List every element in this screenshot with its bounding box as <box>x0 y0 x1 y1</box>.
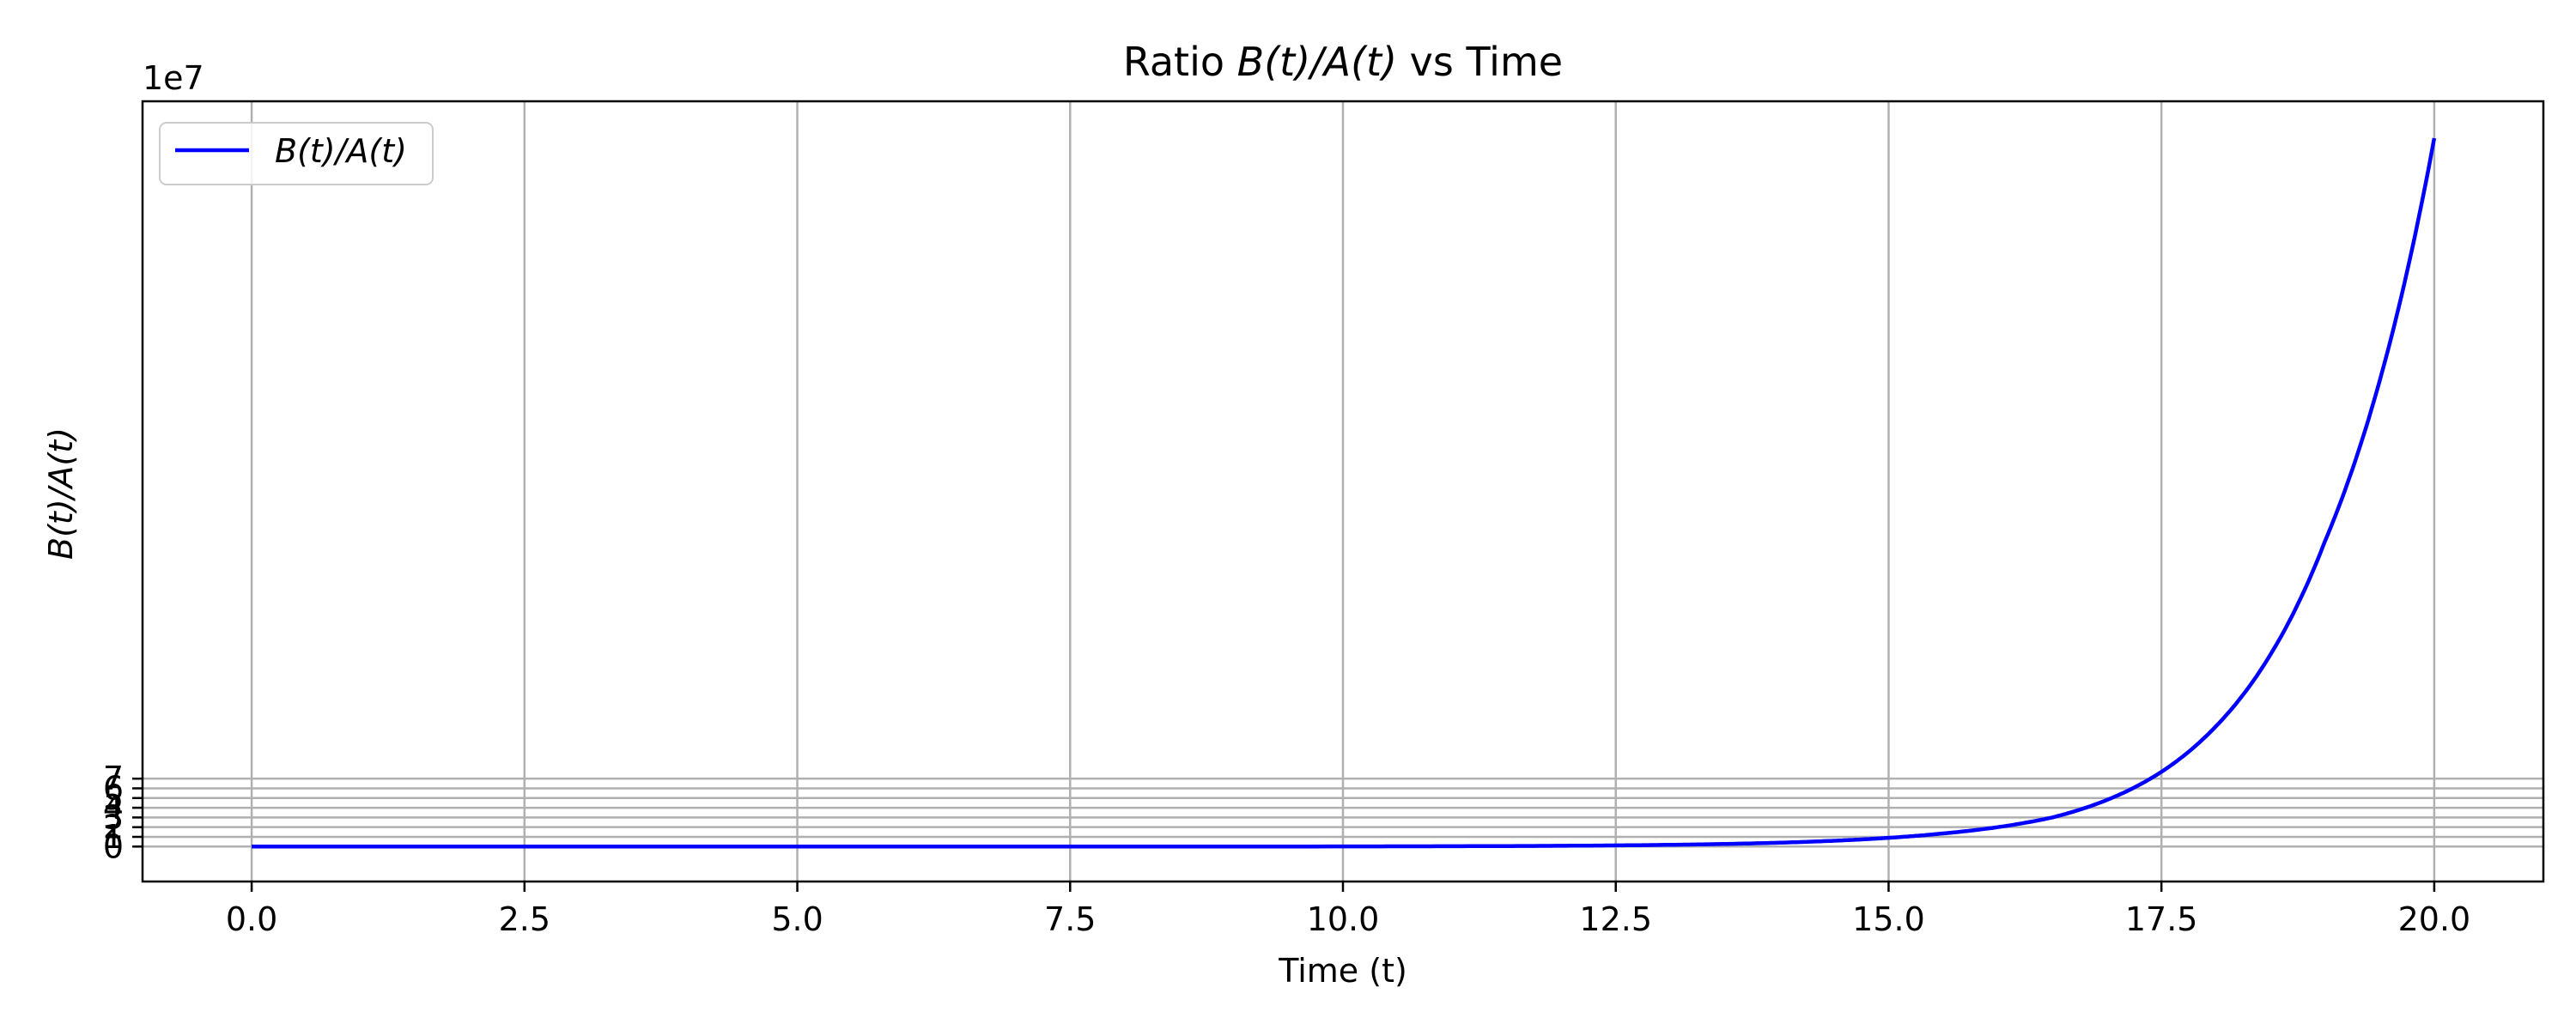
y-tick-label: 5 <box>103 779 124 817</box>
x-tick-label: 7.5 <box>1044 900 1096 938</box>
legend: B(t)/A(t) <box>159 122 434 185</box>
x-tick-label: 15.0 <box>1852 900 1925 938</box>
y-tick-label: 3 <box>103 798 124 836</box>
y-tick-label: 1 <box>103 818 124 856</box>
y-tick-label: 7 <box>103 760 124 797</box>
legend-entry-label: B(t)/A(t) <box>275 132 407 170</box>
y-tick-label: 6 <box>103 769 124 807</box>
x-tick-label: 5.0 <box>771 900 823 938</box>
y-tick-label: 4 <box>103 789 124 827</box>
x-tick-label: 10.0 <box>1307 900 1380 938</box>
x-tick-label: 0.0 <box>226 900 277 938</box>
chart-title: Ratio B(t)/A(t) vs Time <box>1123 39 1563 85</box>
y-axis-label: B(t)/A(t) <box>42 427 80 560</box>
x-axis-label: Time (t) <box>1278 952 1407 990</box>
x-tick-label: 20.0 <box>2398 900 2471 938</box>
x-tick-label: 17.5 <box>2125 900 2198 938</box>
y-tick-label: 2 <box>103 809 124 846</box>
x-axis-ticks: 0.0 2.5 5.0 7.5 10.0 12.5 15.0 17.5 20.0 <box>226 882 2470 938</box>
series-group <box>252 137 2437 849</box>
legend-box <box>159 122 434 185</box>
x-tick-label: 2.5 <box>499 900 550 938</box>
x-tick-label: 12.5 <box>1579 900 1652 938</box>
y-tick-label: 0 <box>103 827 124 865</box>
y-axis-offset-label: 1e7 <box>143 59 204 97</box>
series-line <box>252 137 2437 849</box>
